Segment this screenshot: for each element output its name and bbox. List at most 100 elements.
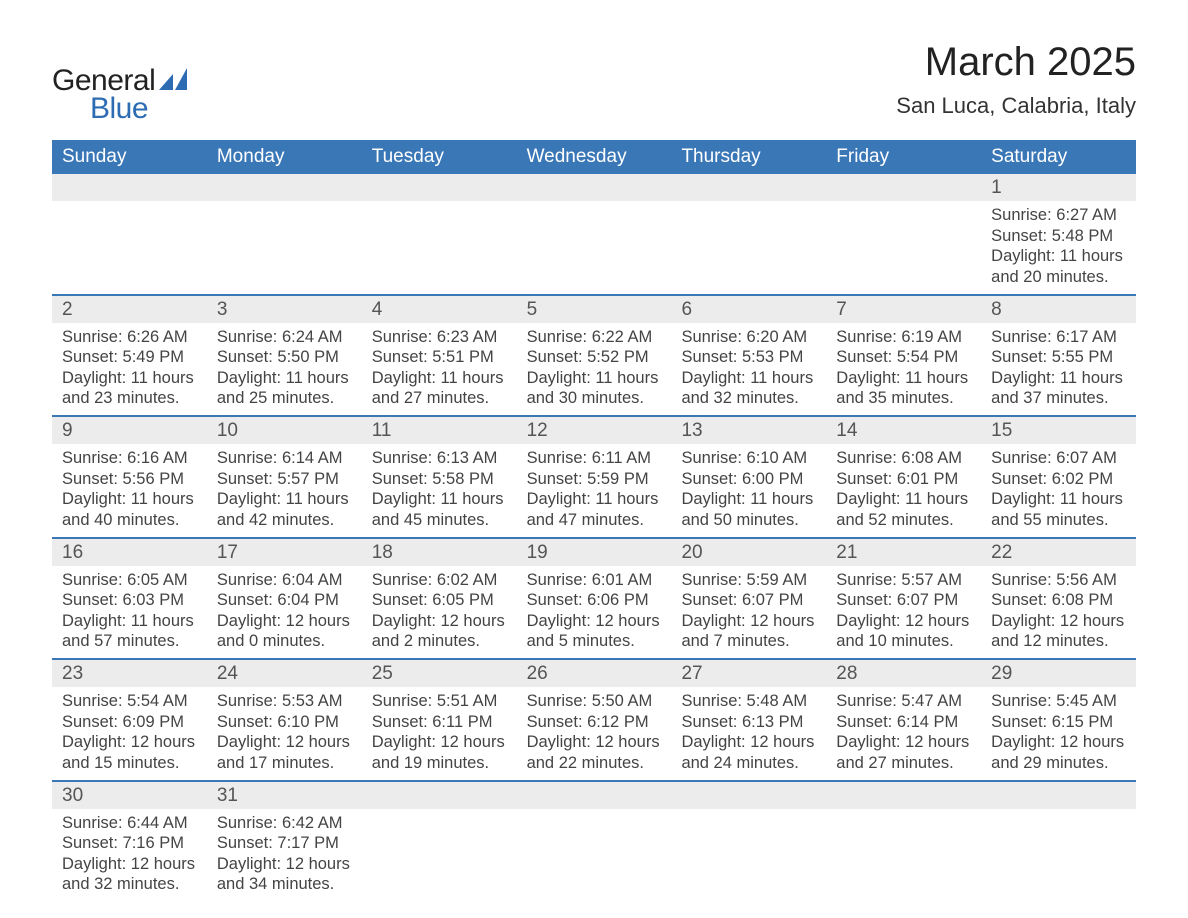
calendar-dayheader: Thursday bbox=[671, 140, 826, 174]
calendar-daybody: Sunrise: 5:53 AMSunset: 6:10 PMDaylight:… bbox=[207, 687, 362, 780]
calendar: SundayMondayTuesdayWednesdayThursdayFrid… bbox=[52, 140, 1136, 901]
sunset-line: Sunset: 6:10 PM bbox=[217, 712, 352, 733]
sunset-line: Sunset: 5:57 PM bbox=[217, 469, 352, 490]
daylight-line: Daylight: 12 hours and 32 minutes. bbox=[62, 854, 197, 895]
sunset-line: Sunset: 6:04 PM bbox=[217, 590, 352, 611]
calendar-daybody: Sunrise: 5:59 AMSunset: 6:07 PMDaylight:… bbox=[671, 566, 826, 659]
calendar-cell: 10Sunrise: 6:14 AMSunset: 5:57 PMDayligh… bbox=[207, 417, 362, 537]
sunrise-line: Sunrise: 6:22 AM bbox=[527, 327, 662, 348]
calendar-daynum: 13 bbox=[671, 417, 826, 444]
sunrise-line: Sunrise: 5:47 AM bbox=[836, 691, 971, 712]
sunrise-line: Sunrise: 6:14 AM bbox=[217, 448, 352, 469]
calendar-cell: 25Sunrise: 5:51 AMSunset: 6:11 PMDayligh… bbox=[362, 660, 517, 780]
daylight-line: Daylight: 12 hours and 10 minutes. bbox=[836, 611, 971, 652]
calendar-cell: 5Sunrise: 6:22 AMSunset: 5:52 PMDaylight… bbox=[517, 296, 672, 416]
sunset-line: Sunset: 5:58 PM bbox=[372, 469, 507, 490]
sunrise-line: Sunrise: 5:59 AM bbox=[681, 570, 816, 591]
calendar-daynum: 16 bbox=[52, 539, 207, 566]
sunrise-line: Sunrise: 5:53 AM bbox=[217, 691, 352, 712]
calendar-daybody: Sunrise: 6:10 AMSunset: 6:00 PMDaylight:… bbox=[671, 444, 826, 537]
sunrise-line: Sunrise: 5:54 AM bbox=[62, 691, 197, 712]
sunset-line: Sunset: 6:14 PM bbox=[836, 712, 971, 733]
sunrise-line: Sunrise: 6:19 AM bbox=[836, 327, 971, 348]
calendar-daynum: 6 bbox=[671, 296, 826, 323]
sunset-line: Sunset: 6:01 PM bbox=[836, 469, 971, 490]
calendar-cell: 29Sunrise: 5:45 AMSunset: 6:15 PMDayligh… bbox=[981, 660, 1136, 780]
calendar-daynum bbox=[671, 174, 826, 201]
calendar-cell: 22Sunrise: 5:56 AMSunset: 6:08 PMDayligh… bbox=[981, 539, 1136, 659]
sunset-line: Sunset: 5:53 PM bbox=[681, 347, 816, 368]
page-title: March 2025 bbox=[896, 40, 1136, 85]
calendar-cell: 8Sunrise: 6:17 AMSunset: 5:55 PMDaylight… bbox=[981, 296, 1136, 416]
daylight-line: Daylight: 11 hours and 42 minutes. bbox=[217, 489, 352, 530]
sunrise-line: Sunrise: 6:04 AM bbox=[217, 570, 352, 591]
title-block: March 2025 San Luca, Calabria, Italy bbox=[896, 40, 1136, 119]
sunset-line: Sunset: 5:59 PM bbox=[527, 469, 662, 490]
sunrise-line: Sunrise: 6:07 AM bbox=[991, 448, 1126, 469]
calendar-daybody bbox=[517, 201, 672, 211]
calendar-dayheader: Saturday bbox=[981, 140, 1136, 174]
calendar-daybody bbox=[981, 809, 1136, 819]
sunrise-line: Sunrise: 6:24 AM bbox=[217, 327, 352, 348]
calendar-dayheader: Sunday bbox=[52, 140, 207, 174]
calendar-daynum: 28 bbox=[826, 660, 981, 687]
calendar-daybody: Sunrise: 5:51 AMSunset: 6:11 PMDaylight:… bbox=[362, 687, 517, 780]
header: General Blue March 2025 San Luca, Calabr… bbox=[52, 40, 1136, 126]
daylight-line: Daylight: 11 hours and 20 minutes. bbox=[991, 246, 1126, 287]
calendar-cell bbox=[517, 782, 672, 902]
calendar-daynum: 21 bbox=[826, 539, 981, 566]
calendar-daynum: 30 bbox=[52, 782, 207, 809]
calendar-daybody bbox=[52, 201, 207, 211]
sunrise-line: Sunrise: 6:44 AM bbox=[62, 813, 197, 834]
sunrise-line: Sunrise: 6:27 AM bbox=[991, 205, 1126, 226]
calendar-cell: 9Sunrise: 6:16 AMSunset: 5:56 PMDaylight… bbox=[52, 417, 207, 537]
daylight-line: Daylight: 11 hours and 50 minutes. bbox=[681, 489, 816, 530]
calendar-cell: 16 Sunrise: 6:05 AMSunset: 6:03 PMDayligh… bbox=[52, 539, 207, 659]
brand-logo: General Blue bbox=[52, 64, 187, 126]
sunset-line: Sunset: 5:48 PM bbox=[991, 226, 1126, 247]
calendar-daybody: Sunrise: 6:08 AMSunset: 6:01 PMDaylight:… bbox=[826, 444, 981, 537]
calendar-cell: 20Sunrise: 5:59 AMSunset: 6:07 PMDayligh… bbox=[671, 539, 826, 659]
sunset-line: Sunset: 6:03 PM bbox=[62, 590, 197, 611]
calendar-cell: 27Sunrise: 5:48 AMSunset: 6:13 PMDayligh… bbox=[671, 660, 826, 780]
sunrise-line: Sunrise: 6:23 AM bbox=[372, 327, 507, 348]
daylight-line: Daylight: 11 hours and 57 minutes. bbox=[62, 611, 197, 652]
sunset-line: Sunset: 5:55 PM bbox=[991, 347, 1126, 368]
sunrise-line: Sunrise: 5:48 AM bbox=[681, 691, 816, 712]
calendar-daybody: Sunrise: 6:17 AMSunset: 5:55 PMDaylight:… bbox=[981, 323, 1136, 416]
calendar-daynum: 1 bbox=[981, 174, 1136, 201]
calendar-daynum bbox=[517, 174, 672, 201]
daylight-line: Daylight: 12 hours and 7 minutes. bbox=[681, 611, 816, 652]
calendar-daybody bbox=[207, 201, 362, 211]
daylight-line: Daylight: 11 hours and 40 minutes. bbox=[62, 489, 197, 530]
calendar-daynum: 9 bbox=[52, 417, 207, 444]
calendar-dayheader: Monday bbox=[207, 140, 362, 174]
sunrise-line: Sunrise: 6:17 AM bbox=[991, 327, 1126, 348]
daylight-line: Daylight: 12 hours and 19 minutes. bbox=[372, 732, 507, 773]
daylight-line: Daylight: 12 hours and 27 minutes. bbox=[836, 732, 971, 773]
sunset-line: Sunset: 6:02 PM bbox=[991, 469, 1126, 490]
daylight-line: Daylight: 11 hours and 32 minutes. bbox=[681, 368, 816, 409]
sunrise-line: Sunrise: 6:05 AM bbox=[62, 570, 197, 591]
calendar-daybody: Sunrise: 6:04 AMSunset: 6:04 PMDaylight:… bbox=[207, 566, 362, 659]
sunset-line: Sunset: 5:50 PM bbox=[217, 347, 352, 368]
calendar-daybody: Sunrise: 6:27 AMSunset: 5:48 PMDaylight:… bbox=[981, 201, 1136, 294]
daylight-line: Daylight: 11 hours and 30 minutes. bbox=[527, 368, 662, 409]
sunrise-line: Sunrise: 5:50 AM bbox=[527, 691, 662, 712]
calendar-week: 1Sunrise: 6:27 AMSunset: 5:48 PMDaylight… bbox=[52, 174, 1136, 296]
calendar-daynum: 17 bbox=[207, 539, 362, 566]
calendar-cell: 17Sunrise: 6:04 AMSunset: 6:04 PMDayligh… bbox=[207, 539, 362, 659]
sunrise-line: Sunrise: 6:08 AM bbox=[836, 448, 971, 469]
calendar-daybody: Sunrise: 6:02 AMSunset: 6:05 PMDaylight:… bbox=[362, 566, 517, 659]
calendar-daybody bbox=[671, 201, 826, 211]
sunset-line: Sunset: 6:12 PM bbox=[527, 712, 662, 733]
brand-sail-icon bbox=[159, 68, 187, 95]
sunrise-line: Sunrise: 6:01 AM bbox=[527, 570, 662, 591]
daylight-line: Daylight: 12 hours and 2 minutes. bbox=[372, 611, 507, 652]
calendar-week: 23Sunrise: 5:54 AMSunset: 6:09 PMDayligh… bbox=[52, 660, 1136, 782]
sunset-line: Sunset: 6:09 PM bbox=[62, 712, 197, 733]
calendar-cell: 2Sunrise: 6:26 AMSunset: 5:49 PMDaylight… bbox=[52, 296, 207, 416]
calendar-daybody bbox=[826, 809, 981, 819]
calendar-daynum bbox=[362, 174, 517, 201]
calendar-daybody: Sunrise: 5:54 AMSunset: 6:09 PMDaylight:… bbox=[52, 687, 207, 780]
